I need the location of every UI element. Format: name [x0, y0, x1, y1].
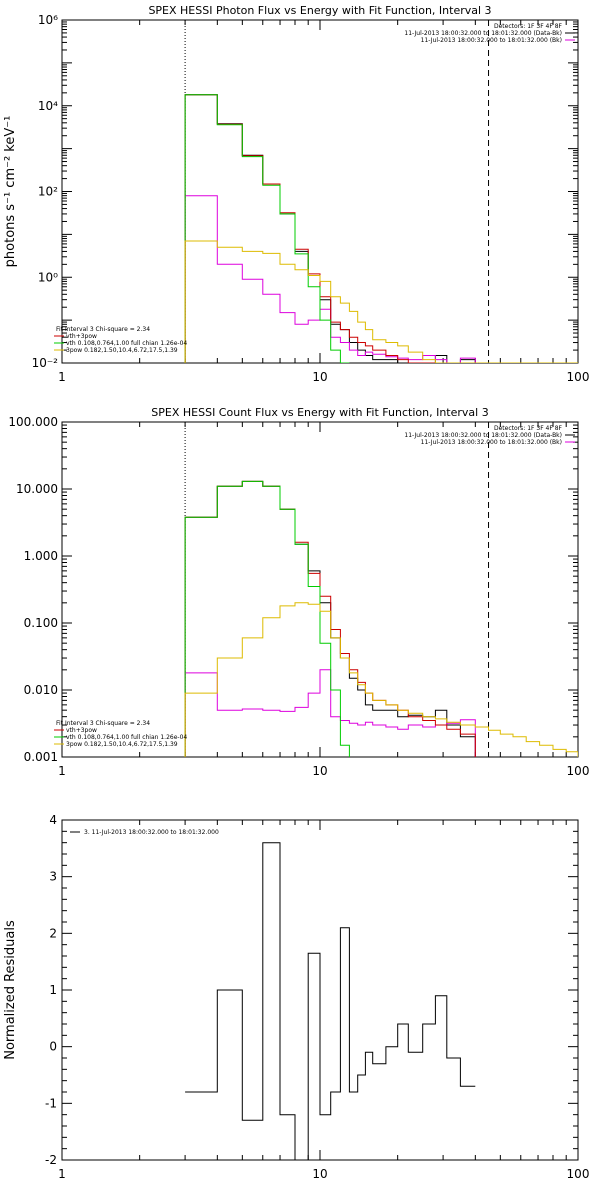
x-tick-label: 1: [58, 1167, 66, 1181]
x-tick-label: 10: [312, 1167, 327, 1181]
legend-entry: 11-Jul-2013 18:00:32.000 to 18:01:32.000…: [421, 439, 562, 446]
series-group: [184, 94, 578, 363]
y-tick-label: 10⁻²: [32, 356, 59, 370]
panel-2: 1 10 100 0.001 0.010 0.100 1.000 10.000 100.000 S…: [8, 406, 589, 778]
legend-entry: 11-Jul-2013 18:00:32.000 to 18:01:32.000…: [421, 37, 562, 44]
y-tick-label: -1: [45, 1096, 57, 1110]
legend-entry: Detectors: 1F 3F 4F 8F: [494, 23, 563, 30]
series-line-2: [184, 195, 476, 363]
legend-entry: Detectors: 1F 3F 4F 8F: [494, 425, 563, 432]
y-axis-label: Normalized Residuals: [3, 920, 18, 1060]
y-tick-label: 3: [49, 870, 57, 884]
chart-title: SPEX HESSI Photon Flux vs Energy with Fi…: [148, 4, 491, 17]
x-tick-label: 100: [567, 1167, 590, 1181]
y-tick-label: 10⁰: [38, 270, 58, 284]
series-line-4: [184, 94, 350, 363]
fit-legend-entry: vth 0.108,0.764,1.00 full chian 1.26e-04: [66, 340, 187, 347]
y-tick-label: 4: [49, 813, 57, 827]
panel-1: 1 10 100 10⁻² 10⁰ 10² 10⁴ 10⁶ SPEX HESSI Photon …: [3, 4, 589, 384]
fit-legend-entry: vth 0.108,0.764,1.00 full chian 1.26e-04: [66, 734, 187, 741]
series-line-2: [184, 669, 476, 757]
x-tick-label: 1: [58, 764, 66, 778]
y-tick-label: 1.000: [24, 549, 58, 563]
y-tick-label: 2: [49, 926, 57, 940]
fit-legend-entry: Fit Interval 3 Chi-square = 2.34: [56, 326, 150, 333]
fit-legend-entry: 3pow 0.182,1.50,10.4,6.72,17.5,1.39: [66, 347, 178, 354]
y-tick-label: 10.000: [16, 482, 58, 496]
y-tick-label: 10²: [38, 185, 58, 199]
y-tick-label: -2: [45, 1153, 57, 1167]
fit-legend-entry: vth+3pow: [66, 727, 97, 734]
fit-legend-entry: vth+3pow: [66, 333, 97, 340]
series-group: [184, 480, 578, 757]
y-tick-label: 1: [49, 983, 57, 997]
panel-3: 1 10 100 -2 -1 0 1 2 3 4 Normalized Residuals 3. 11…: [3, 813, 589, 1181]
x-tick-label: 100: [567, 764, 590, 778]
series-line-5: [184, 602, 578, 757]
series-line-5: [184, 240, 578, 363]
series-line-1: [185, 842, 476, 1160]
x-tick-label: 10: [312, 764, 327, 778]
y-tick-label: 10⁶: [38, 13, 58, 27]
legend-entry: 11-Jul-2013 18:00:32.000 to 18:01:32.000…: [404, 30, 562, 37]
y-tick-label: 0: [49, 1040, 57, 1054]
fit-legend-entry: Fit Interval 3 Chi-square = 2.34: [56, 720, 150, 727]
legend-entry: 3. 11-Jul-2013 18:00:32.000 to 18:01:32.…: [84, 829, 219, 836]
y-axis-label: photons s⁻¹ cm⁻² keV⁻¹: [3, 116, 18, 268]
fit-legend-entry: 3pow 0.182,1.50,10.4,6.72,17.5,1.39: [66, 741, 178, 748]
y-tick-label: 0.001: [24, 750, 58, 764]
y-tick-label: 10⁴: [38, 99, 58, 113]
x-tick-label: 10: [312, 370, 327, 384]
x-tick-label: 1: [58, 370, 66, 384]
y-tick-label: 0.100: [24, 616, 58, 630]
legend-entry: 11-Jul-2013 18:00:32.000 to 18:01:32.000…: [404, 432, 562, 439]
chart-title: SPEX HESSI Count Flux vs Energy with Fit…: [151, 406, 488, 419]
y-tick-label: 100.000: [8, 415, 58, 429]
x-tick-label: 100: [567, 370, 590, 384]
series-line-4: [184, 480, 350, 757]
series-group: [185, 842, 476, 1160]
y-tick-label: 0.010: [24, 683, 58, 697]
